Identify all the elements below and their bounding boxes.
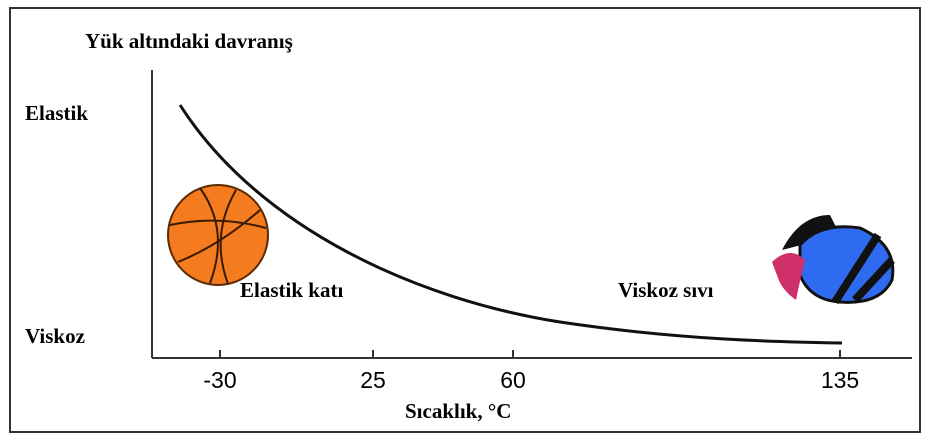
x-tick-label: -30 [203,367,236,393]
y-label: Viskoz [25,324,85,348]
y-label: Elastik [25,101,88,125]
x-tick-label: 60 [500,367,526,393]
annotation: Viskoz sıvı [618,278,714,302]
title: Yük altındaki davranış [85,29,293,53]
x-title: Sıcaklık, °C [405,399,511,423]
annotation: Elastik katı [240,278,343,302]
x-tick-label: 25 [360,367,386,393]
basketball [168,185,268,285]
x-tick-label: 135 [821,367,859,393]
diagram: Yük altındaki davranış Elastik Viskoz -3… [0,0,930,439]
frame [10,8,920,432]
